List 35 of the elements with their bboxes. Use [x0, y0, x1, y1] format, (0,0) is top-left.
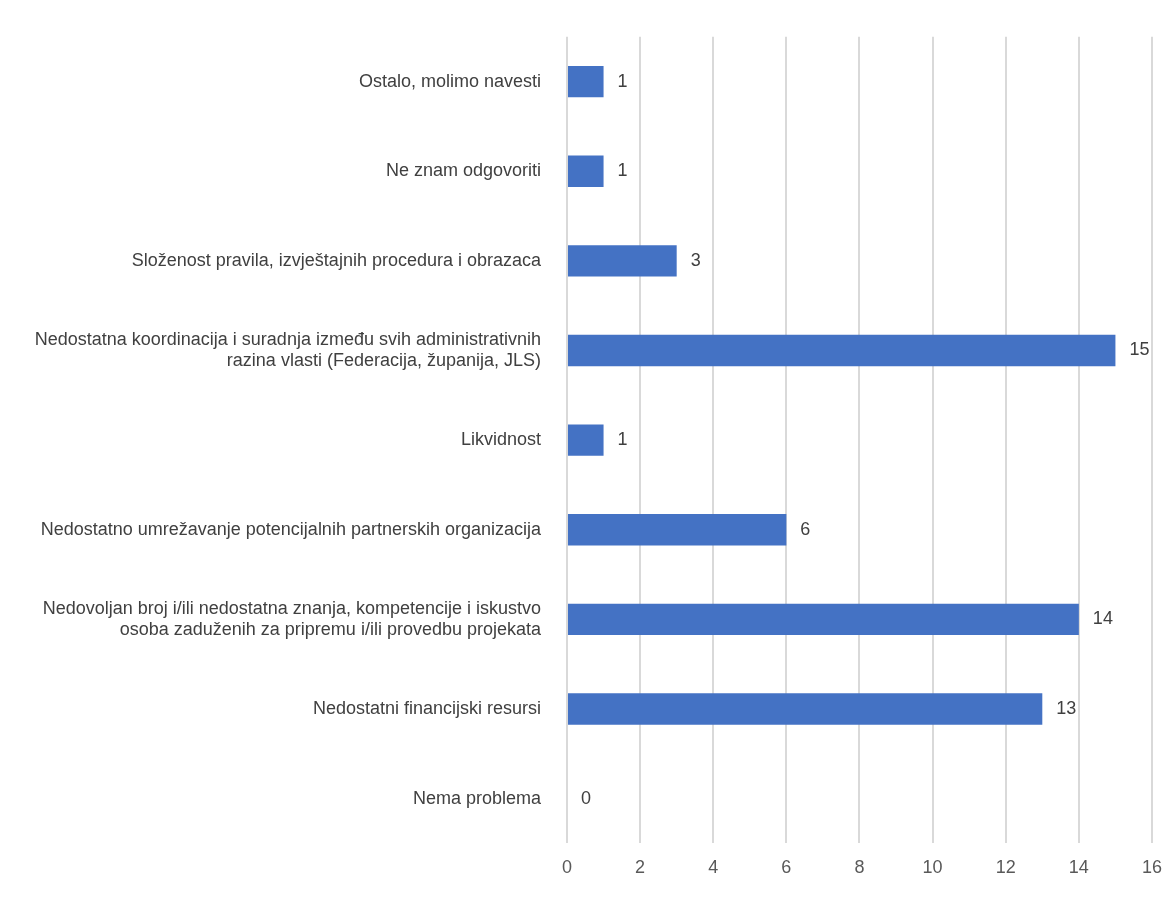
- data-label: 15: [1129, 339, 1150, 360]
- y-tick-label: Nedostatno umrežavanje potencijalnih partnerskih organizacija: [40, 518, 542, 539]
- y-tick-label: Složenost pravila, izvještajnih procedura i obrazaca: [131, 249, 542, 270]
- x-tick-label: 6: [781, 857, 792, 878]
- data-label: 6: [800, 518, 811, 539]
- data-label: 0: [581, 787, 592, 808]
- data-label: 14: [1092, 608, 1113, 629]
- x-tick-label: 2: [635, 857, 646, 878]
- x-tick-label: 12: [995, 857, 1016, 878]
- y-tick-label: Nedostatni financijski resursi: [312, 697, 541, 718]
- x-tick-label: 0: [561, 857, 573, 878]
- x-tick-label: 4: [708, 857, 719, 878]
- y-tick-label: Nedostatna koordinacija i suradnja između svih administrativnih razina vlasti (Federacija, županija, JLS): [34, 328, 541, 371]
- x-tick-label: 8: [854, 857, 865, 878]
- bar: [568, 334, 1116, 367]
- y-tick-label: Ne znam odgovoriti: [385, 160, 541, 181]
- bar: [568, 693, 1043, 725]
- bar: [568, 603, 1079, 636]
- x-tick-label: 14: [1068, 857, 1089, 878]
- bar: [568, 65, 604, 98]
- x-tick-label: 16: [1141, 857, 1162, 878]
- data-label: 13: [1056, 697, 1077, 718]
- y-tick-label: Nema problema: [412, 787, 542, 808]
- x-tick-label: 10: [922, 857, 943, 878]
- y-tick-label: Ostalo, molimo navesti: [358, 70, 541, 91]
- data-label: 3: [690, 249, 701, 270]
- y-tick-label: Likvidnost: [460, 429, 541, 450]
- bar: [568, 245, 677, 277]
- bar: [568, 155, 604, 187]
- y-tick-label: Nedovoljan broj i/ili nedostatna znanja, kompetencije i iskustvo osoba zaduženih za pripremu i/ili provedbu projekata: [42, 597, 542, 640]
- bar: [568, 514, 787, 546]
- data-label: 1: [617, 429, 628, 450]
- bar: [568, 424, 604, 456]
- data-label: 1: [617, 70, 628, 91]
- data-label: 1: [617, 160, 628, 181]
